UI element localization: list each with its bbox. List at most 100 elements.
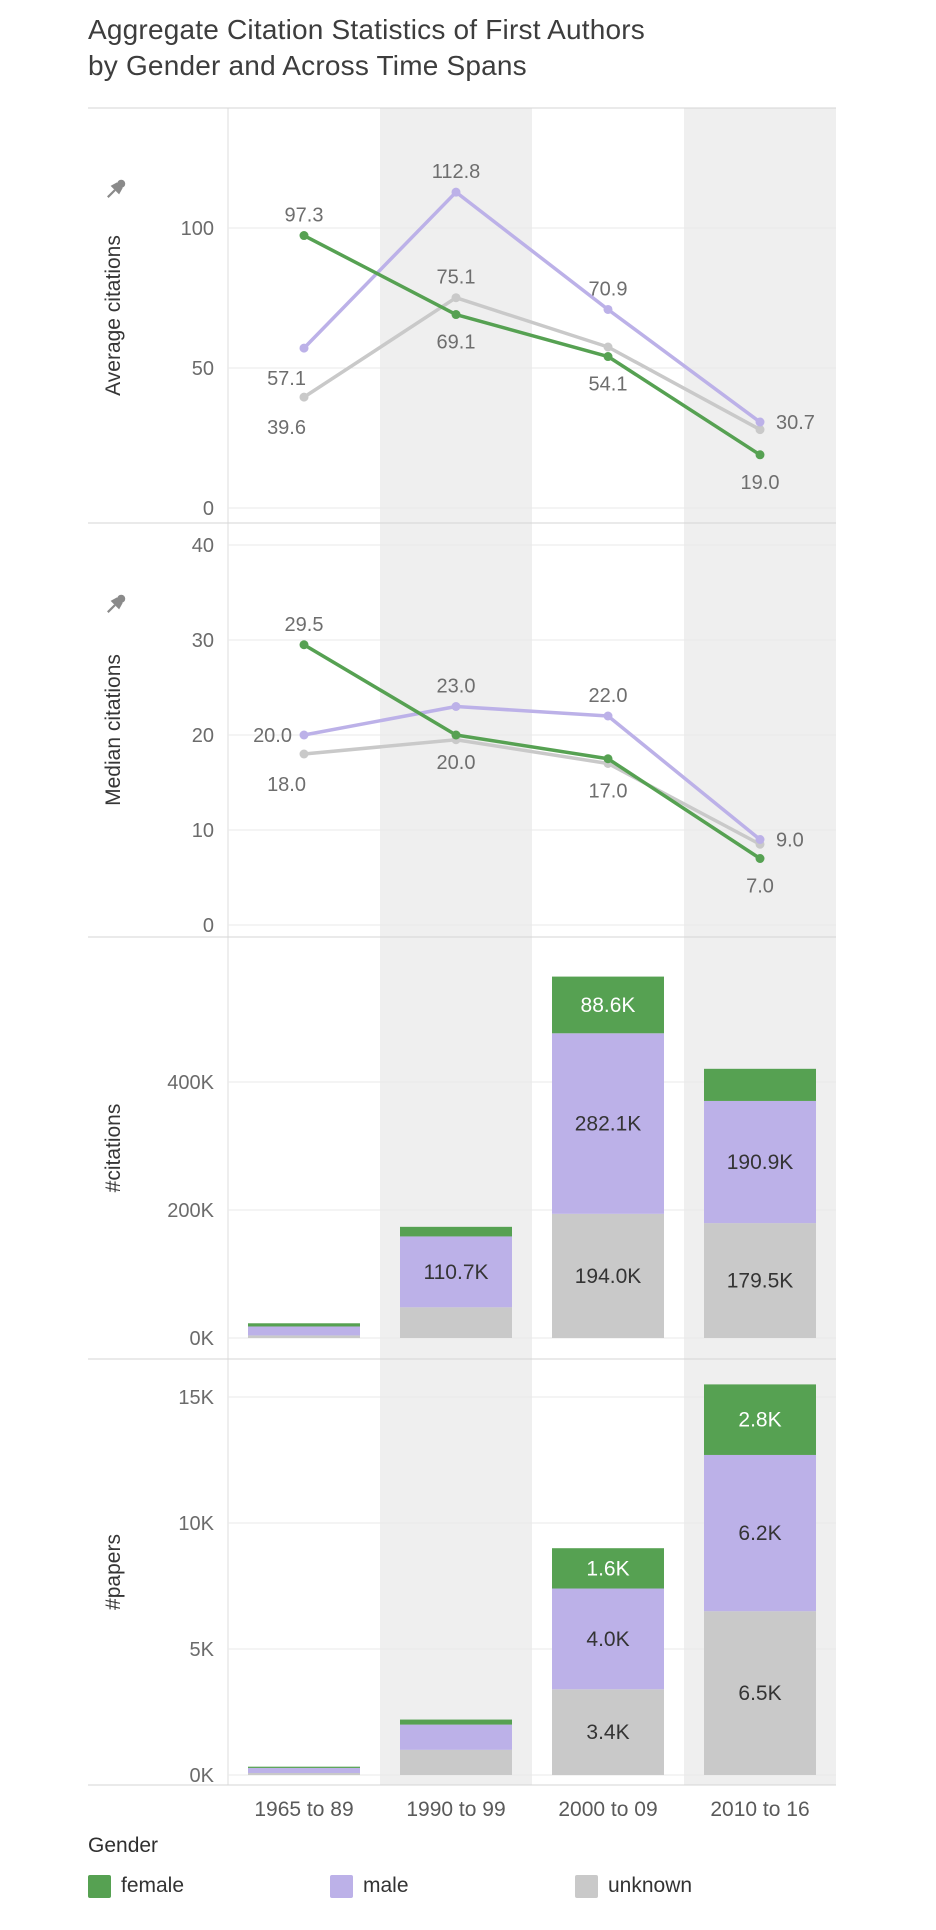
bar-segment-female[interactable] xyxy=(400,1226,512,1237)
bar-value-label: 2.8K xyxy=(738,1409,781,1432)
bar-value-label: 88.6K xyxy=(581,994,636,1017)
data-point-male[interactable] xyxy=(451,702,461,711)
value-label: 18.0 xyxy=(267,774,306,796)
bar-segment-male[interactable] xyxy=(704,1454,816,1612)
bar-segment-female[interactable] xyxy=(704,1068,816,1101)
bar-segment-unknown[interactable] xyxy=(248,1772,360,1775)
bar-segment-male[interactable] xyxy=(400,1236,512,1308)
bar-segment-unknown[interactable] xyxy=(704,1223,816,1338)
pin-icon[interactable] xyxy=(104,592,129,617)
pin-icon[interactable] xyxy=(104,177,129,202)
column-band xyxy=(380,108,532,1785)
bar-segment-male[interactable] xyxy=(704,1100,816,1224)
y-axis-title: Median citations xyxy=(102,654,125,806)
bar-segment-unknown[interactable] xyxy=(552,1689,664,1775)
value-label: 7.0 xyxy=(746,876,774,898)
bar-segment-female[interactable] xyxy=(248,1766,360,1768)
bar-value-label: 282.1K xyxy=(575,1113,642,1136)
bar-segment-female[interactable] xyxy=(248,1323,360,1327)
data-point-male[interactable] xyxy=(299,343,309,353)
value-label: 19.0 xyxy=(741,472,780,494)
y-tick-label: 200K xyxy=(167,1200,214,1222)
data-point-unknown[interactable] xyxy=(603,342,613,352)
data-point-unknown[interactable] xyxy=(451,293,461,303)
legend-item-female[interactable]: female xyxy=(88,1874,184,1898)
data-point-female[interactable] xyxy=(603,754,613,764)
bar-value-label: 194.0K xyxy=(575,1265,642,1288)
data-point-male[interactable] xyxy=(451,187,461,197)
data-point-unknown[interactable] xyxy=(755,425,765,435)
y-tick-label: 100 xyxy=(181,218,214,240)
value-label: 112.8 xyxy=(432,161,481,183)
bar-segment-male[interactable] xyxy=(552,1033,664,1214)
male-swatch-icon xyxy=(330,1874,353,1898)
data-point-male[interactable] xyxy=(603,711,613,721)
line-series-unknown[interactable] xyxy=(302,738,762,846)
bar-segment-male[interactable] xyxy=(248,1767,360,1773)
y-tick-label: 0 xyxy=(203,915,214,937)
line-series-unknown[interactable] xyxy=(302,295,762,432)
y-tick-label: 0K xyxy=(190,1328,215,1350)
y-tick-label: 10K xyxy=(178,1513,214,1535)
x-axis-label: 1965 to 89 xyxy=(254,1798,353,1821)
data-point-female[interactable] xyxy=(299,231,309,241)
value-label: 20.0 xyxy=(253,725,292,747)
bar-value-label: 3.4K xyxy=(586,1721,629,1744)
x-axis-label: 2000 to 09 xyxy=(558,1798,657,1821)
line-series-female[interactable] xyxy=(302,643,762,861)
x-axis-label: 1990 to 99 xyxy=(406,1798,505,1821)
bar-segment-unknown[interactable] xyxy=(400,1749,512,1775)
data-point-female[interactable] xyxy=(299,640,309,650)
legend-item-unknown[interactable]: unknown xyxy=(575,1874,692,1898)
bar-segment-male[interactable] xyxy=(552,1588,664,1690)
data-point-female[interactable] xyxy=(755,854,765,863)
data-point-unknown[interactable] xyxy=(299,392,309,402)
data-point-unknown[interactable] xyxy=(299,749,309,759)
y-tick-label: 40 xyxy=(192,535,214,557)
chart-title-line1: Aggregate Citation Statistics of First A… xyxy=(88,14,646,45)
legend-label-female: female xyxy=(121,1874,185,1897)
chart-title-line2: by Gender and Across Time Spans xyxy=(88,50,527,81)
data-point-male[interactable] xyxy=(755,835,765,844)
bar-segment-female[interactable] xyxy=(552,1548,664,1589)
x-axis-label: 2010 to 16 xyxy=(710,1798,809,1821)
y-tick-label: 0 xyxy=(203,498,214,520)
y-tick-label: 50 xyxy=(192,358,214,380)
data-point-female[interactable] xyxy=(451,310,461,320)
bar-segment-unknown[interactable] xyxy=(552,1213,664,1338)
bar-value-label: 190.9K xyxy=(727,1151,794,1174)
y-tick-label: 0K xyxy=(190,1765,215,1787)
y-tick-label: 30 xyxy=(192,630,214,652)
bar-segment-female[interactable] xyxy=(704,1384,816,1455)
value-label: 69.1 xyxy=(437,332,476,354)
data-point-male[interactable] xyxy=(299,730,309,740)
female-swatch-icon xyxy=(88,1874,111,1898)
bar-segment-unknown[interactable] xyxy=(704,1611,816,1775)
bar-segment-male[interactable] xyxy=(400,1724,512,1750)
bar-value-label: 4.0K xyxy=(586,1628,629,1651)
bar-segment-unknown[interactable] xyxy=(400,1307,512,1338)
value-label: 54.1 xyxy=(589,374,628,396)
line-series-female[interactable] xyxy=(302,233,762,457)
y-tick-label: 20 xyxy=(192,725,214,747)
line-series-male[interactable] xyxy=(302,704,762,842)
legend-item-male[interactable]: male xyxy=(330,1874,409,1898)
legend-label-unknown: unknown xyxy=(608,1874,693,1897)
y-tick-label: 400K xyxy=(167,1072,214,1094)
data-point-male[interactable] xyxy=(603,304,613,314)
data-point-female[interactable] xyxy=(451,730,461,740)
value-label: 57.1 xyxy=(267,368,306,390)
bar-segment-female[interactable] xyxy=(400,1719,512,1725)
bar-value-label: 110.7K xyxy=(424,1261,489,1284)
bar-segment-unknown[interactable] xyxy=(248,1335,360,1338)
data-point-female[interactable] xyxy=(755,450,765,460)
bar-segment-male[interactable] xyxy=(248,1326,360,1336)
data-point-female[interactable] xyxy=(603,352,613,362)
value-label: 17.0 xyxy=(589,781,628,803)
data-point-male[interactable] xyxy=(755,417,765,427)
bar-segment-female[interactable] xyxy=(552,976,664,1034)
line-series-male[interactable] xyxy=(302,190,762,424)
legend-title: Gender xyxy=(88,1834,159,1857)
